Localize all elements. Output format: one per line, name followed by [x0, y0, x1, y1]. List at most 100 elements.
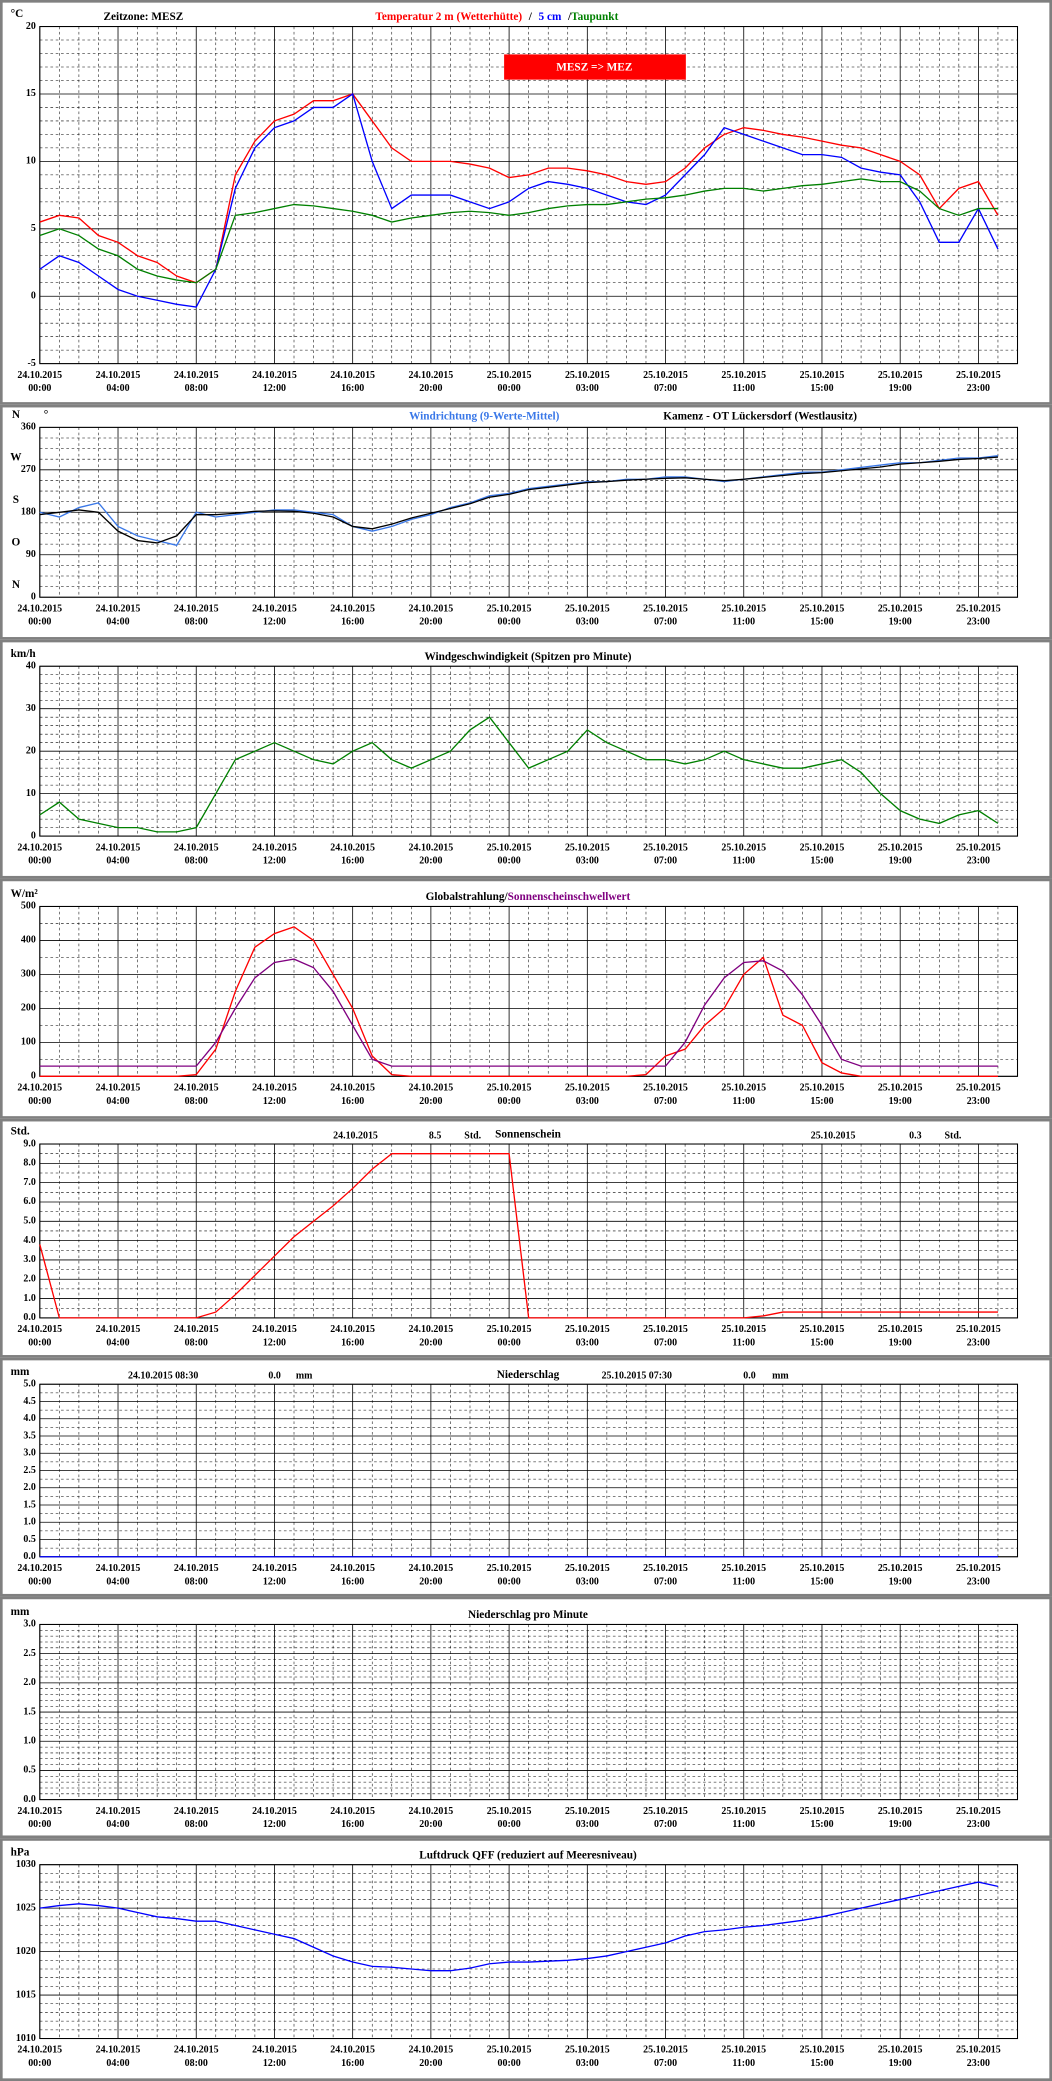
x-tick-label: 20:00 — [419, 1576, 442, 1587]
x-tick-date: 25.10.2015 — [721, 842, 766, 853]
x-tick-label: 04:00 — [106, 1819, 129, 1830]
y-tick-label: 0.5 — [23, 1765, 35, 1776]
x-tick-label: 12:00 — [263, 856, 286, 867]
x-tick-label: 07:00 — [654, 617, 677, 628]
x-tick-label: 20:00 — [419, 2058, 442, 2069]
x-tick-label: 16:00 — [341, 1576, 364, 1587]
x-tick-date: 24.10.2015 — [252, 1806, 297, 1817]
x-tick-label: 23:00 — [967, 1096, 990, 1107]
y-tick-label: 0.0 — [23, 1551, 35, 1562]
legend-entry: / — [528, 11, 533, 23]
x-tick-date: 24.10.2015 — [174, 2045, 219, 2056]
y-tick-letter: W — [10, 451, 22, 463]
x-tick-label: 00:00 — [28, 383, 51, 394]
x-tick-date: 25.10.2015 — [643, 370, 688, 381]
x-tick-label: 03:00 — [576, 383, 599, 394]
panel-title: Niederschlag — [497, 1369, 560, 1381]
y-tick-label: 3.0 — [23, 1448, 35, 1459]
x-tick-label: 04:00 — [106, 1576, 129, 1587]
x-tick-label: 07:00 — [654, 1337, 677, 1348]
x-tick-label: 15:00 — [810, 1819, 833, 1830]
x-tick-date: 25.10.2015 — [487, 1806, 532, 1817]
x-tick-date: 24.10.2015 — [330, 1324, 375, 1335]
y-tick-label: 7.0 — [23, 1177, 35, 1188]
y-tick-label: 0 — [31, 592, 36, 603]
x-tick-label: 00:00 — [28, 856, 51, 867]
x-tick-date: 24.10.2015 — [252, 1563, 297, 1574]
x-tick-label: 12:00 — [263, 617, 286, 628]
x-tick-date: 25.10.2015 — [878, 1563, 923, 1574]
x-tick-date: 24.10.2015 — [330, 1806, 375, 1817]
y-tick-label: 2.0 — [23, 1274, 35, 1285]
x-tick-date: 24.10.2015 — [96, 1563, 141, 1574]
summary-amount: 0.3 — [909, 1130, 921, 1141]
y-tick-label: 6.0 — [23, 1196, 35, 1207]
y-tick-label: 2.0 — [23, 1482, 35, 1493]
y-tick-letter: O — [12, 536, 21, 548]
x-tick-label: 20:00 — [419, 856, 442, 867]
legend-entry: Temperatur 2 m (Wetterhütte) — [375, 11, 522, 23]
x-tick-date: 25.10.2015 — [721, 370, 766, 381]
series-line — [39, 92, 999, 308]
y-tick-label: 180 — [21, 507, 36, 518]
y-tick-label: 3.5 — [23, 1430, 35, 1441]
x-tick-label: 00:00 — [28, 1819, 51, 1830]
y-tick-label: 0.5 — [23, 1534, 35, 1545]
x-tick-label: 19:00 — [889, 1576, 912, 1587]
x-tick-label: 08:00 — [185, 383, 208, 394]
x-tick-label: 11:00 — [732, 383, 755, 394]
y-tick-label: 3.0 — [23, 1254, 35, 1265]
x-tick-label: 04:00 — [106, 617, 129, 628]
x-tick-label: 16:00 — [341, 383, 364, 394]
y-tick-label: 2.0 — [23, 1677, 35, 1688]
title: Luftdruck QFF (reduziert auf Meeresnivea… — [419, 1849, 637, 1861]
x-tick-label: 04:00 — [106, 383, 129, 394]
y-tick-label: 500 — [21, 901, 36, 912]
timezone-button[interactable] — [504, 54, 686, 80]
series-line — [39, 454, 999, 547]
summary-unit: mm — [296, 1371, 313, 1382]
x-tick-label: 19:00 — [889, 856, 912, 867]
x-tick-label: 12:00 — [263, 383, 286, 394]
y-tick-letter: N — [12, 579, 20, 591]
x-tick-date: 24.10.2015 — [17, 1324, 62, 1335]
x-tick-label: 00:00 — [28, 1096, 51, 1107]
x-tick-date: 24.10.2015 — [252, 603, 297, 614]
x-tick-label: 15:00 — [810, 1337, 833, 1348]
y-tick-label: 1.0 — [23, 1736, 35, 1747]
y-tick-label: 1020 — [16, 1946, 36, 1957]
x-tick-date: 25.10.2015 — [487, 603, 532, 614]
x-tick-date: 25.10.2015 — [721, 1324, 766, 1335]
x-tick-label: 15:00 — [810, 383, 833, 394]
series-line — [39, 1881, 999, 1972]
y-tick-label: 0 — [31, 291, 36, 302]
x-tick-date: 25.10.2015 — [800, 2045, 845, 2056]
x-tick-label: 15:00 — [810, 1576, 833, 1587]
x-tick-date: 24.10.2015 — [330, 2045, 375, 2056]
x-tick-date: 24.10.2015 — [174, 1563, 219, 1574]
y-tick-label: 3.0 — [23, 1619, 35, 1630]
x-tick-date: 25.10.2015 — [800, 842, 845, 853]
y-tick-label: 4.5 — [23, 1396, 35, 1407]
station: Kamenz - OT Lückersdorf (Westlausitz) — [663, 410, 857, 422]
x-tick-date: 24.10.2015 — [17, 1083, 62, 1094]
y-tick-label: 0.0 — [23, 1794, 35, 1805]
x-tick-label: 03:00 — [576, 1576, 599, 1587]
x-tick-label: 23:00 — [967, 383, 990, 394]
x-tick-date: 24.10.2015 — [252, 2045, 297, 2056]
x-tick-label: 20:00 — [419, 1337, 442, 1348]
y-tick-label: 1015 — [16, 1989, 36, 2000]
y-tick-label: 5 — [31, 223, 36, 234]
x-tick-date: 25.10.2015 — [956, 842, 1001, 853]
y-tick-label: 270 — [21, 464, 36, 475]
x-tick-date: 25.10.2015 — [721, 1563, 766, 1574]
x-tick-date: 24.10.2015 — [17, 1806, 62, 1817]
timezone-button-label[interactable]: MESZ => MEZ — [556, 61, 632, 73]
x-tick-label: 23:00 — [967, 856, 990, 867]
y-tick-label: 2.5 — [23, 1465, 35, 1476]
x-tick-date: 24.10.2015 — [409, 603, 454, 614]
x-tick-label: 07:00 — [654, 856, 677, 867]
x-tick-date: 24.10.2015 — [96, 842, 141, 853]
x-tick-date: 25.10.2015 — [878, 1324, 923, 1335]
x-tick-date: 24.10.2015 — [409, 1083, 454, 1094]
